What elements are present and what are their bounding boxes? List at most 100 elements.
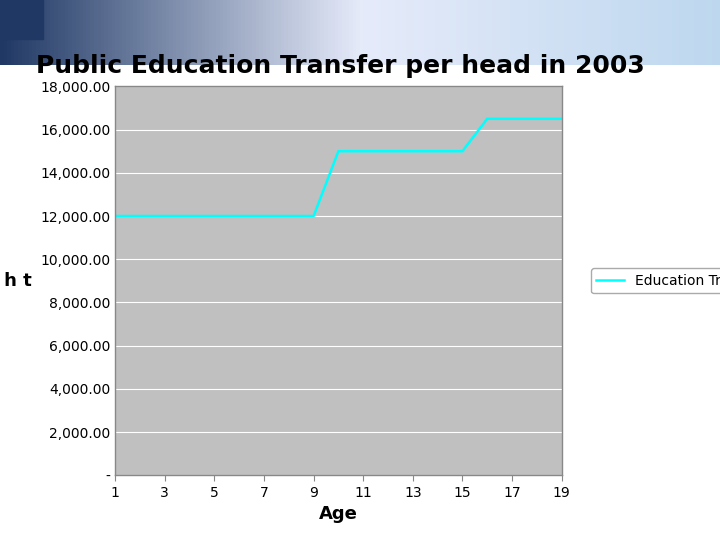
Bar xyxy=(180,0,184,65)
Y-axis label: B a h t: B a h t xyxy=(0,272,31,290)
Bar xyxy=(155,0,158,65)
Bar xyxy=(119,0,122,65)
Bar xyxy=(144,0,148,65)
Bar xyxy=(403,0,407,65)
Bar xyxy=(274,0,277,65)
Bar xyxy=(4,0,7,65)
Bar xyxy=(677,0,680,65)
Bar xyxy=(256,0,259,65)
Bar xyxy=(86,0,90,65)
Bar xyxy=(248,0,252,65)
Bar xyxy=(360,0,364,65)
Bar xyxy=(126,0,130,65)
Bar xyxy=(630,0,634,65)
Bar xyxy=(238,0,241,65)
Bar xyxy=(299,0,302,65)
Bar xyxy=(716,0,720,65)
Bar xyxy=(500,0,504,65)
Bar xyxy=(648,0,652,65)
Bar xyxy=(475,0,479,65)
Bar xyxy=(468,0,472,65)
Bar xyxy=(58,0,61,65)
Bar xyxy=(652,0,655,65)
Bar xyxy=(482,0,486,65)
Bar xyxy=(662,0,666,65)
Bar xyxy=(338,0,342,65)
Bar xyxy=(389,0,392,65)
Bar xyxy=(619,0,623,65)
Bar xyxy=(137,0,140,65)
Bar xyxy=(428,0,432,65)
Education Transfer xyxy=(508,116,516,122)
Bar xyxy=(130,0,133,65)
Bar xyxy=(122,0,126,65)
Bar xyxy=(112,0,115,65)
Bar xyxy=(14,0,18,65)
Bar xyxy=(7,0,11,65)
Bar xyxy=(634,0,637,65)
Bar xyxy=(0,0,4,65)
Bar xyxy=(54,0,58,65)
Bar xyxy=(504,0,508,65)
Bar xyxy=(425,0,428,65)
Bar xyxy=(317,0,320,65)
Bar xyxy=(302,0,306,65)
Bar xyxy=(29,0,32,65)
Bar xyxy=(252,0,256,65)
Bar xyxy=(522,0,526,65)
Bar xyxy=(108,0,112,65)
X-axis label: Age: Age xyxy=(319,505,358,523)
Bar xyxy=(151,0,155,65)
Bar xyxy=(641,0,644,65)
Education Transfer xyxy=(185,213,194,219)
Bar xyxy=(454,0,457,65)
Bar xyxy=(587,0,590,65)
Bar xyxy=(400,0,403,65)
Bar xyxy=(623,0,626,65)
Legend: Education Transfer: Education Transfer xyxy=(591,268,720,293)
Bar xyxy=(396,0,400,65)
Bar xyxy=(392,0,396,65)
Bar xyxy=(608,0,612,65)
Bar xyxy=(508,0,511,65)
Bar xyxy=(25,0,29,65)
Bar xyxy=(601,0,605,65)
Bar xyxy=(385,0,389,65)
Bar xyxy=(414,0,418,65)
Bar xyxy=(367,0,371,65)
Bar xyxy=(292,0,295,65)
Bar xyxy=(43,0,47,65)
Bar xyxy=(450,0,454,65)
Bar xyxy=(169,0,173,65)
Bar xyxy=(558,0,562,65)
Bar xyxy=(281,0,284,65)
Bar xyxy=(47,0,50,65)
Education Transfer xyxy=(458,148,467,154)
Bar xyxy=(612,0,616,65)
Bar xyxy=(364,0,367,65)
Bar xyxy=(457,0,461,65)
Bar xyxy=(439,0,443,65)
Bar xyxy=(659,0,662,65)
Bar xyxy=(266,0,270,65)
Bar xyxy=(104,0,108,65)
Education Transfer xyxy=(135,213,144,219)
Education Transfer xyxy=(483,116,492,122)
Bar xyxy=(97,0,101,65)
Bar xyxy=(536,0,540,65)
Bar xyxy=(245,0,248,65)
Bar xyxy=(241,0,245,65)
Text: Public Education Transfer per head in 2003: Public Education Transfer per head in 20… xyxy=(36,55,644,78)
Bar xyxy=(173,0,176,65)
Bar xyxy=(220,0,223,65)
Education Transfer xyxy=(408,148,417,154)
Bar xyxy=(569,0,572,65)
Bar xyxy=(547,0,551,65)
Bar xyxy=(695,0,698,65)
Bar xyxy=(270,0,274,65)
Bar xyxy=(72,0,76,65)
Bar xyxy=(605,0,608,65)
Bar xyxy=(209,0,212,65)
Bar xyxy=(310,0,313,65)
Bar xyxy=(684,0,688,65)
